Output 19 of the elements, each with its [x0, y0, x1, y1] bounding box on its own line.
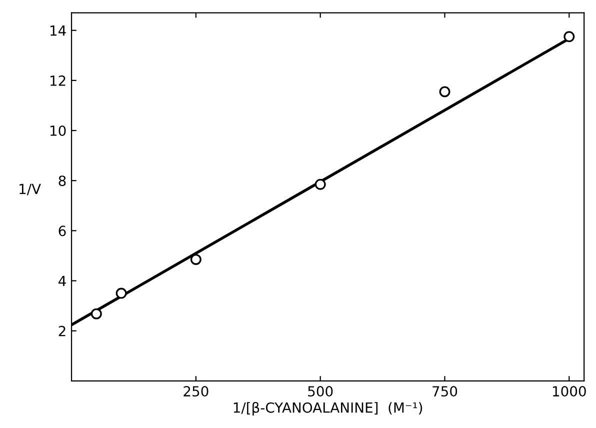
y-tick-label: 4 — [58, 276, 66, 286]
point — [314, 178, 326, 190]
y-tick-label: 2 — [58, 326, 66, 336]
x-tick-label: 1000 — [553, 386, 586, 397]
point — [564, 31, 575, 42]
x-tick-label: 250 — [184, 386, 208, 397]
point — [90, 308, 102, 320]
y-tick-label: 6 — [58, 226, 66, 236]
y-tick-label: 12 — [50, 75, 66, 86]
x-tick-label: 750 — [432, 386, 458, 397]
x-axis-title: 1/[β-CYANOALANINE] (M⁻¹) — [234, 402, 422, 416]
y-tick-label: 8 — [58, 176, 66, 186]
x-tick-label: 500 — [308, 386, 333, 397]
y-tick-label: 10 — [50, 125, 66, 136]
y-axis-title: 1/V — [20, 184, 41, 196]
point — [190, 254, 202, 265]
y-tick-label: 14 — [50, 26, 66, 36]
point — [439, 86, 450, 98]
point — [116, 288, 127, 299]
